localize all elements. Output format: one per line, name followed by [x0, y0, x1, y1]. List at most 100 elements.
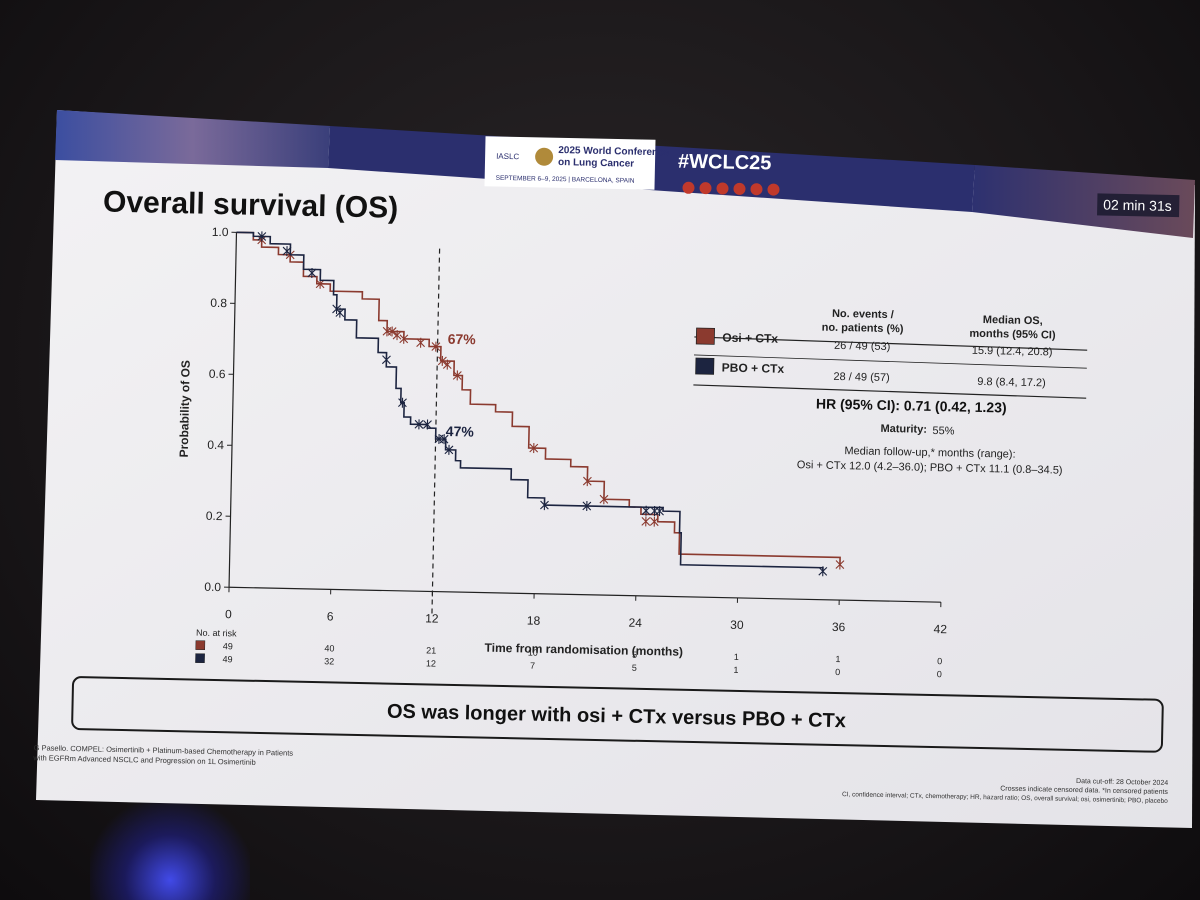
censor-mark [307, 267, 317, 278]
footer-cutoff: Data cut-off: 28 October 2024 [1076, 778, 1168, 787]
banner-photo-right [972, 165, 1195, 238]
slide-title: Overall survival (OS) [103, 186, 399, 225]
x-tick-label: 42 [933, 622, 947, 636]
at-risk-value: 40 [324, 643, 334, 653]
censor-mark [398, 397, 407, 408]
conference-emblem-icon [535, 147, 554, 166]
pbo-legend-swatch [695, 357, 715, 375]
censor-mark [599, 494, 609, 505]
hazard-ratio: HR (95% CI): 0.71 (0.42, 1.23) [816, 396, 1007, 416]
at-risk-value: 7 [530, 661, 535, 671]
at-risk-value: 12 [426, 658, 436, 668]
censor-mark [392, 330, 402, 341]
events-header-line1: No. events / [832, 308, 894, 321]
at-risk-swatch [195, 653, 205, 664]
table-rule-mid [693, 354, 1087, 369]
wechat-icon [767, 183, 780, 196]
maturity-label: Maturity: [880, 423, 927, 436]
x-axis-line [229, 586, 941, 603]
linkedin-icon [699, 182, 712, 195]
footer-censor-note: Crosses indicate censored data. *In cens… [1000, 785, 1168, 796]
censor-mark [399, 333, 409, 344]
y-tick-label: 0.4 [207, 438, 224, 452]
censor-mark [381, 354, 391, 365]
at-risk-swatch [195, 640, 206, 651]
censor-mark [641, 516, 651, 527]
censor-mark [422, 419, 432, 430]
y-tick-label: 1.0 [212, 225, 229, 239]
banner-logo-box [484, 136, 656, 190]
at-risk-value: 10 [528, 648, 538, 658]
osi-row-median: 15.9 (12.4, 20.8) [972, 345, 1053, 359]
landmark-label-osi: 67% [448, 331, 477, 348]
km-chart: 0.0 0.2 0.4 0.6 0.8 1.0 0 6 12 18 24 30 36 42 Time fro… [177, 225, 948, 679]
censor-mark [641, 505, 651, 516]
at-risk-value: 1 [733, 665, 738, 675]
censor-mark [818, 566, 828, 577]
censor-mark [257, 231, 267, 242]
censor-mark [442, 359, 452, 370]
at-risk-value: 1 [734, 652, 739, 662]
at-risk-value: 5 [632, 650, 637, 660]
censor-mark [282, 246, 292, 257]
hashtag: #WCLC25 [678, 151, 772, 175]
social-icons [682, 181, 780, 196]
osi-row-label: Osi + CTx [722, 331, 778, 346]
censor-mark [649, 516, 659, 527]
x-tick-label: 18 [527, 614, 541, 628]
censor-mark [582, 476, 592, 487]
at-risk-value: 0 [937, 669, 942, 679]
landmark-label-pbo: 47% [446, 423, 475, 440]
conclusion-box [71, 676, 1164, 753]
y-tick-label: 0.6 [209, 367, 226, 381]
at-risk-value: 0 [835, 667, 840, 677]
at-risk-value: 32 [324, 656, 334, 666]
events-header-line2: no. patients (%) [822, 322, 904, 336]
followup-line2: Osi + CTx 12.0 (4.2–36.0); PBO + CTx 11.… [797, 459, 1063, 477]
at-risk-value: 0 [937, 656, 942, 666]
censor-mark [431, 341, 441, 352]
y-tick-label: 0.2 [206, 509, 223, 523]
blue-light-glow [90, 800, 250, 900]
median-header-line1: Median OS, [983, 314, 1043, 327]
timer-box [1097, 193, 1180, 218]
median-header-line2: months (95% CI) [969, 328, 1056, 342]
at-risk-value: 5 [632, 663, 637, 673]
x-axis-label: Time from randomisation (months) [484, 641, 683, 659]
km-curve-pbo [236, 231, 824, 572]
x-tick-label: 12 [425, 611, 439, 625]
censor-mark [414, 419, 424, 430]
censor-mark [335, 307, 345, 318]
censor-mark [539, 500, 549, 511]
censor-mark [452, 370, 462, 381]
x-tick-label: 6 [327, 609, 334, 623]
y-axis-label: Probability of OS [177, 360, 193, 458]
censor-mark [655, 506, 665, 517]
at-risk-heading: No. at risk [196, 628, 237, 639]
org-logo-text: IASLC [496, 152, 520, 161]
conference-name-line2: on Lung Cancer [558, 157, 634, 170]
conference-dates: SEPTEMBER 6–9, 2025 | BARCELONA, SPAIN [496, 175, 635, 185]
y-tick-label: 0.8 [210, 296, 227, 310]
x-tick-label: 30 [730, 618, 744, 632]
censor-mark [387, 326, 397, 337]
censor-mark [835, 559, 845, 570]
x-tick-label: 36 [832, 620, 846, 634]
osi-row-events: 26 / 49 (53) [834, 340, 891, 353]
censor-mark [416, 337, 426, 348]
x-icon [716, 182, 729, 195]
censor-mark [439, 434, 449, 445]
at-risk-value: 49 [223, 641, 233, 651]
instagram-icon [733, 182, 746, 195]
maturity-value: 55% [932, 425, 954, 437]
facebook-icon [682, 181, 695, 194]
pbo-row-median: 9.8 (8.4, 17.2) [977, 376, 1046, 389]
at-risk-value: 21 [426, 645, 436, 655]
table-rule-top [694, 336, 1088, 351]
censor-mark [444, 444, 454, 455]
followup-line1: Median follow-up,* months (range): [844, 445, 1015, 461]
pbo-row-events: 28 / 49 (57) [833, 371, 890, 384]
pbo-row-label: PBO + CTx [722, 361, 785, 376]
banner-photo-left [55, 110, 330, 168]
censor-mark [582, 500, 592, 511]
